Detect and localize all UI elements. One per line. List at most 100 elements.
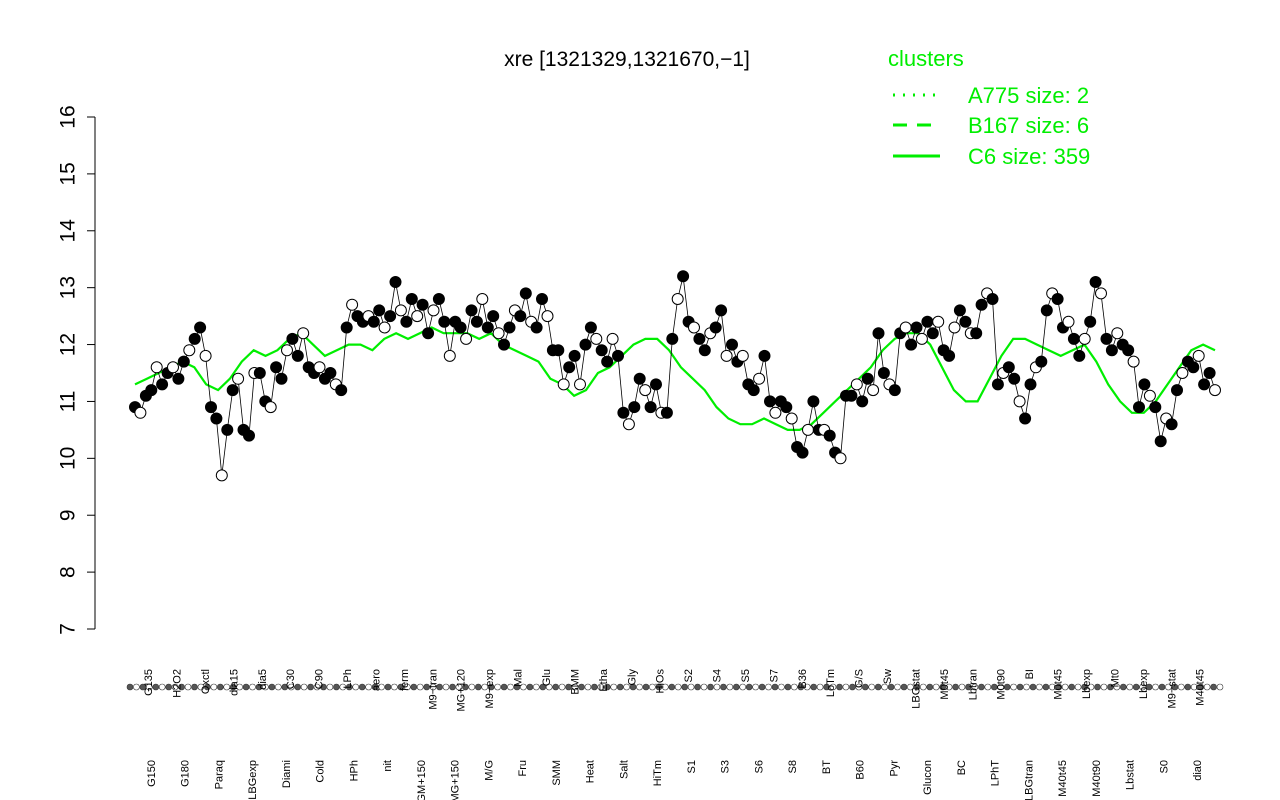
data-point <box>709 321 722 334</box>
data-point <box>802 423 814 436</box>
x-rug-mark <box>874 683 882 691</box>
data-point <box>291 349 304 362</box>
data-point <box>1176 367 1189 379</box>
data-point <box>1122 344 1135 357</box>
x-tick-label: S6 <box>753 760 765 773</box>
x-tick-label: Gly <box>626 669 638 686</box>
x-tick-label: G180 <box>180 760 192 787</box>
x-axis: G150 G180 Paraq LBGexp Diami Cold HPh nit GM+150… <box>126 668 1224 800</box>
x-tick-label: S8 <box>787 760 799 773</box>
x-rug-mark <box>410 683 418 691</box>
data-point <box>1143 389 1156 402</box>
x-rug-mark <box>1113 683 1121 691</box>
x-rug-mark <box>1055 683 1063 691</box>
x-rug-mark <box>513 683 521 691</box>
data-point <box>384 310 397 323</box>
data-point <box>1035 355 1048 368</box>
x-rug-mark <box>739 683 747 691</box>
x-rug-mark <box>681 683 689 691</box>
data-point <box>335 384 348 397</box>
x-tick-label: G135 <box>143 669 155 696</box>
data-point <box>215 469 228 482</box>
x-rug-mark <box>287 683 295 691</box>
x-rug-mark <box>281 683 289 691</box>
x-rug-mark <box>242 683 250 691</box>
data-point <box>877 367 890 379</box>
data-point <box>1084 315 1097 328</box>
data-point <box>1013 395 1026 408</box>
data-point <box>905 338 918 351</box>
data-point <box>156 378 169 391</box>
x-rug-mark <box>978 683 985 691</box>
x-tick-label: Heat <box>585 760 597 783</box>
x-tick-label: LPhT <box>990 760 1002 787</box>
data-point <box>1089 276 1102 288</box>
x-tick-label: BI <box>1024 669 1036 679</box>
data-points-group <box>129 270 1221 482</box>
data-point <box>606 332 619 345</box>
x-rug-mark <box>403 683 411 691</box>
x-rug-mark <box>558 683 566 691</box>
x-rug-mark <box>1049 683 1056 691</box>
data-point <box>574 378 586 391</box>
x-rug-mark <box>423 683 431 691</box>
x-rug-mark <box>945 683 953 691</box>
data-point <box>861 372 874 385</box>
data-point <box>1198 378 1211 391</box>
x-rug-mark <box>165 683 172 691</box>
x-rug-mark <box>1094 683 1101 691</box>
data-point <box>286 332 299 345</box>
data-point <box>1002 361 1015 374</box>
data-point <box>503 321 516 334</box>
data-point <box>1127 355 1140 368</box>
x-rug-mark <box>694 683 701 691</box>
data-point <box>845 389 858 402</box>
data-point <box>541 310 554 323</box>
data-point <box>367 315 380 328</box>
x-tick-label: LoTm <box>825 669 837 697</box>
x-rug-mark <box>371 683 379 691</box>
x-tick-label: aero <box>370 669 382 691</box>
data-point <box>671 293 684 305</box>
data-point <box>644 401 657 414</box>
data-point <box>270 361 283 374</box>
data-point <box>226 384 239 397</box>
x-rug-mark <box>526 683 534 691</box>
x-rug-mark <box>919 683 927 691</box>
x-tick-label: ferm <box>399 669 411 691</box>
x-tick-label: Cold <box>315 760 327 783</box>
x-rug-mark <box>365 683 372 691</box>
x-rug-mark <box>449 683 456 691</box>
x-tick-label: S3 <box>720 760 732 773</box>
data-point <box>1067 332 1080 345</box>
x-rug-mark <box>591 683 598 691</box>
data-point <box>1051 293 1064 305</box>
x-rug-mark <box>500 683 508 691</box>
x-tick-label: M40t90 <box>1091 760 1103 797</box>
x-rug-mark <box>416 683 424 691</box>
x-tick-label: BC <box>956 760 968 775</box>
x-tick-label: Lbexp <box>1081 669 1093 699</box>
data-point <box>487 310 500 323</box>
x-tick-label: H2O2 <box>172 669 184 698</box>
x-rug-mark <box>352 683 360 691</box>
x-tick-label: S7 <box>768 669 780 682</box>
data-point <box>747 384 760 397</box>
data-point <box>324 367 337 379</box>
data-point <box>720 349 733 362</box>
legend: clusters A775 size: 2 B167 size: 6 C6 si… <box>888 46 1090 169</box>
x-rug-mark <box>339 683 347 691</box>
x-rug-mark <box>455 683 463 691</box>
data-point <box>460 332 473 345</box>
data-point <box>780 401 793 414</box>
x-rug-mark <box>326 683 334 691</box>
x-rug-mark <box>842 683 850 691</box>
x-tick-label: Mal <box>513 669 525 687</box>
data-point <box>134 406 147 419</box>
data-point <box>454 321 467 334</box>
y-tick-label: 14 <box>57 219 80 243</box>
x-rug-mark <box>397 683 405 691</box>
x-rug-mark <box>952 683 959 691</box>
x-rug-mark <box>1068 683 1075 691</box>
data-point <box>888 384 901 397</box>
